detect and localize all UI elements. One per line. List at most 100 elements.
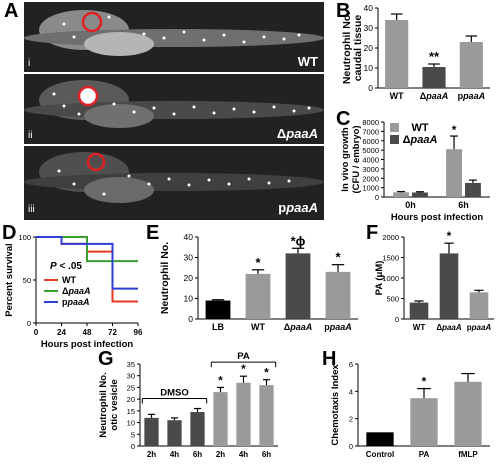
- chart-b-x-tick-label: WT: [390, 91, 404, 101]
- chart-b-y-tick-label: 40: [364, 3, 374, 13]
- chart-c-bar: [446, 149, 462, 197]
- chart-b-bar: [422, 67, 446, 88]
- chart-b: 0 10 20 30 40 WT ** ΔpaaA ppaaA Neutrophil No. cau…: [341, 3, 490, 101]
- chart-g-y-tick-label: 10: [127, 419, 135, 428]
- chart-c-y-tick-label: 5000: [362, 146, 379, 155]
- chart-f-y-tick-label: 1000: [382, 274, 399, 283]
- chart-g-bar: [190, 412, 205, 446]
- chart-g-y-tick-label: 15: [127, 407, 135, 416]
- chart-b-y-tick-label: 0: [368, 83, 373, 93]
- chart-d-x-tick-label: 96: [134, 328, 143, 337]
- chart-b-x-tick-label: ppaaA: [458, 91, 486, 101]
- chart-d-x-tick-label: 72: [108, 328, 117, 337]
- chart-d-y-tick-label: 100: [18, 233, 31, 242]
- chart-g-x-tick-label: 6h: [193, 450, 202, 459]
- chart-d-series-line: [36, 236, 138, 263]
- fish-drawing-dpaaa: [24, 80, 324, 128]
- chart-b-x-tick-label: ΔpaaA: [420, 91, 448, 101]
- chart-c-y-tick-label: 2000: [362, 174, 379, 183]
- chart-d-x-tick-label: 24: [57, 328, 66, 337]
- chart-g-bar: [213, 392, 228, 446]
- chart-g-significance: *: [241, 362, 246, 376]
- chart-e-bar: [205, 300, 231, 319]
- chart-e-x-tick-label: ΔpaaA: [284, 322, 312, 332]
- chart-d-y-tick-label: 0: [27, 319, 31, 328]
- chart-h-y-tick-label: 0: [349, 442, 353, 451]
- chart-c-legend-swatch: [390, 123, 399, 132]
- chart-e-y-tick-label: 20: [184, 273, 194, 283]
- chart-d-x-label: Hours post infection: [41, 339, 134, 350]
- chart-e-bar: [245, 273, 271, 319]
- chart-g-bar: [236, 382, 251, 446]
- chart-c-y-label-2: (CFU / embryo): [351, 125, 362, 193]
- panel-label-e: E: [146, 222, 160, 244]
- chart-d-x-tick-label: 0: [34, 328, 39, 337]
- chart-e-bar: [285, 253, 311, 319]
- chart-c-y-tick-label: 7000: [362, 127, 379, 136]
- fish-drawing-ppaaa: [24, 152, 324, 203]
- fish-drawing-wt: [24, 10, 324, 56]
- chart-h-y-tick-label: 2: [349, 415, 353, 424]
- chart-f-x-tick-label: WT: [413, 323, 426, 332]
- chart-h-x-tick-label: Control: [366, 450, 394, 459]
- fish-image-ppaaa: iii ppaaA: [24, 146, 324, 220]
- chart-d-y-tick-label: 50: [23, 276, 31, 285]
- chart-e-y-tick-label: 30: [184, 253, 194, 263]
- chart-f: 0 500 1000 1500 2000 WT * ΔpaaA ppaaA PA (μM): [374, 229, 494, 332]
- fish-name-gene: paaA: [286, 126, 318, 141]
- panel-label-h: H: [322, 348, 337, 370]
- chart-c-x-tick-label: 0h: [405, 200, 416, 210]
- chart-f-y-label: PA (μM): [374, 261, 385, 296]
- panel-label-a: A: [4, 0, 19, 22]
- chart-b-significance: **: [429, 49, 440, 64]
- chart-g-y-tick-label: 20: [127, 395, 135, 404]
- chart-c-x-tick-label: 6h: [458, 200, 469, 210]
- chart-c-y-tick-label: 6000: [362, 137, 379, 146]
- chart-h-bar: [454, 381, 482, 446]
- fish-name-dpaaa: ΔpaaA: [277, 126, 318, 141]
- panel-label-b: B: [336, 0, 351, 22]
- chart-h-x-tick-label: fMLP: [458, 450, 478, 459]
- chart-g-y-tick-label: 35: [127, 360, 135, 369]
- chart-e-y-tick-label: 40: [184, 232, 194, 242]
- chart-g-x-tick-label: 4h: [239, 450, 248, 459]
- chart-c-y-tick-label: 1000: [362, 184, 379, 193]
- chart-h-significance: *: [422, 375, 427, 389]
- chart-e: 0 10 20 30 40 LB * WT *ɸ ΔpaaA * ppaaA Neutrophil No…: [159, 232, 358, 332]
- chart-g-bar: [144, 417, 159, 446]
- chart-g-bar: [259, 385, 274, 446]
- chart-c-y-tick-label: 8000: [362, 118, 379, 127]
- fish-name-prefix: p: [278, 200, 287, 215]
- chart-b-bar: [385, 20, 409, 88]
- chart-g-y-label-1: Neutrophil No.: [98, 372, 109, 437]
- chart-h-bar: [410, 398, 438, 446]
- fish-tag-i: i: [28, 58, 31, 69]
- chart-h-y-label: Chemotaxis Index: [330, 364, 341, 446]
- chart-e-significance: *: [255, 255, 261, 270]
- chart-f-significance: *: [447, 229, 452, 243]
- chart-g-y-tick-label: 0: [131, 442, 135, 451]
- chart-c-bar: [412, 192, 428, 197]
- chart-e-x-tick-label: ppaaA: [324, 322, 352, 332]
- chart-h-y-tick-label: 6: [349, 360, 353, 369]
- chart-f-y-tick-label: 0: [395, 315, 399, 324]
- chart-f-y-tick-label: 1500: [382, 254, 399, 263]
- panel-label-c: C: [336, 108, 351, 130]
- chart-e-significance: *ɸ: [291, 233, 306, 248]
- chart-c-y-tick-label: 0: [375, 193, 379, 202]
- chart-g-group-label: PA: [237, 351, 250, 362]
- chart-c-legend-x-tick-label: WT: [411, 122, 428, 134]
- fish-tag-iii: iii: [28, 204, 35, 215]
- panel-label-g: G: [98, 348, 114, 370]
- chart-d-legend-label: WT: [62, 275, 76, 285]
- chart-f-x-tick-label: ppaaA: [467, 323, 492, 332]
- chart-e-bar: [325, 271, 351, 319]
- chart-g-x-tick-label: 2h: [147, 450, 156, 459]
- chart-f-bar: [439, 253, 459, 319]
- chart-b-y-tick-label: 20: [364, 43, 374, 53]
- fish-image-wt: i WT: [24, 2, 324, 72]
- chart-f-x-tick-label: ΔpaaA: [436, 323, 462, 332]
- chart-f-bar: [469, 292, 489, 319]
- chart-c-legend-swatch: [390, 135, 399, 144]
